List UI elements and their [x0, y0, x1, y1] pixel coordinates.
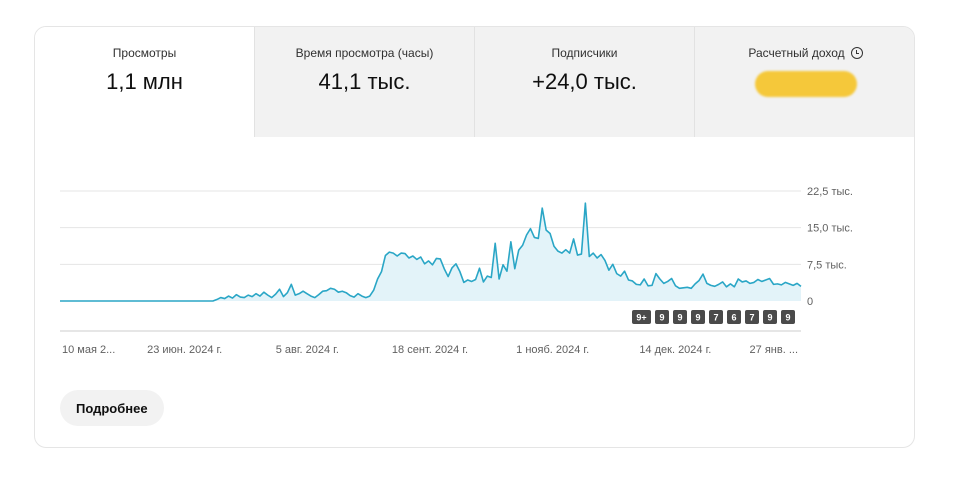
views-area: [60, 203, 801, 301]
tab-subscribers[interactable]: Подписчики +24,0 тыс.: [475, 27, 695, 137]
video-badge: 7: [709, 310, 723, 324]
video-badge-box: [781, 310, 795, 324]
tab-label: Подписчики: [551, 46, 618, 60]
tab-value: +24,0 тыс.: [532, 69, 637, 94]
tab-views[interactable]: Просмотры 1,1 млн: [35, 27, 255, 137]
video-badge-box: [763, 310, 777, 324]
video-badge-box: [673, 310, 687, 324]
video-badge: 9: [673, 310, 687, 324]
video-badge-count: 9: [767, 313, 772, 323]
tab-label: Время просмотра (часы): [295, 46, 434, 60]
video-badge-count: 6: [731, 313, 736, 323]
video-badge: 9: [655, 310, 669, 324]
video-badge-count: 9: [659, 313, 664, 323]
y-tick-label: 15,0 тыс.: [807, 223, 853, 235]
tab-label-text: Расчетный доход: [748, 46, 845, 60]
video-badge-count: 9+: [636, 313, 646, 323]
redaction-mark: [755, 71, 857, 97]
y-tick-label: 7,5 тыс.: [807, 259, 847, 271]
video-badge: 6: [727, 310, 741, 324]
video-badge: 9: [763, 310, 777, 324]
video-badge-count: 7: [749, 313, 754, 323]
video-badge-count: 9: [785, 313, 790, 323]
y-axis-labels: 0 7,5 тыс. 15,0 тыс. 22,5 тыс.: [807, 186, 853, 308]
x-tick-label: 10 мая 2...: [62, 344, 115, 356]
video-badge-box: [709, 310, 723, 324]
video-badge-count: 9: [695, 313, 700, 323]
video-badge: 7: [745, 310, 759, 324]
views-line[interactable]: [60, 202, 802, 302]
analytics-card: Просмотры 1,1 млн Время просмотра (часы)…: [34, 26, 915, 448]
video-badge-box: [727, 310, 741, 324]
y-tick-label: 22,5 тыс.: [807, 186, 853, 198]
video-badge: 9+: [632, 310, 651, 324]
tab-label: Просмотры: [112, 46, 177, 60]
x-tick-label: 1 нояб. 2024 г.: [516, 344, 589, 356]
tab-value: 41,1 тыс.: [318, 69, 411, 94]
y-tick-label: 0: [807, 296, 813, 308]
more-button[interactable]: Подробнее: [60, 390, 164, 426]
x-axis-labels: 10 мая 2... 23 июн. 2024 г. 5 авг. 2024 г.…: [62, 344, 798, 356]
video-badges: 9+ 9 9 9 7 6 7 9 9: [632, 310, 795, 324]
video-badge-count: 7: [713, 313, 718, 323]
tab-watch-time[interactable]: Время просмотра (часы) 41,1 тыс.: [255, 27, 475, 137]
video-badge-box: [632, 310, 651, 324]
x-tick-label: 23 июн. 2024 г.: [147, 344, 222, 356]
video-badge: 9: [781, 310, 795, 324]
x-tick-label: 5 авг. 2024 г.: [276, 344, 339, 356]
x-tick-label: 14 дек. 2024 г.: [639, 344, 711, 356]
video-badge-box: [655, 310, 669, 324]
tab-value: 1,1 млн: [106, 69, 183, 94]
chart-grid: [60, 190, 801, 265]
x-tick-label: 18 сент. 2024 г.: [392, 344, 468, 356]
x-tick-label: 27 янв. ...: [750, 344, 798, 356]
video-badge-count: 9: [677, 313, 682, 323]
video-badge-box: [745, 310, 759, 324]
views-chart: 0 7,5 тыс. 15,0 тыс. 22,5 тыс. 10 мая 2... 2…: [60, 186, 853, 356]
video-badge: 9: [691, 310, 705, 324]
video-badge-box: [691, 310, 705, 324]
clock-icon[interactable]: [850, 47, 863, 59]
metric-tabs: Просмотры 1,1 млн Время просмотра (часы)…: [35, 27, 914, 137]
tab-label: Расчетный доход: [695, 46, 914, 60]
